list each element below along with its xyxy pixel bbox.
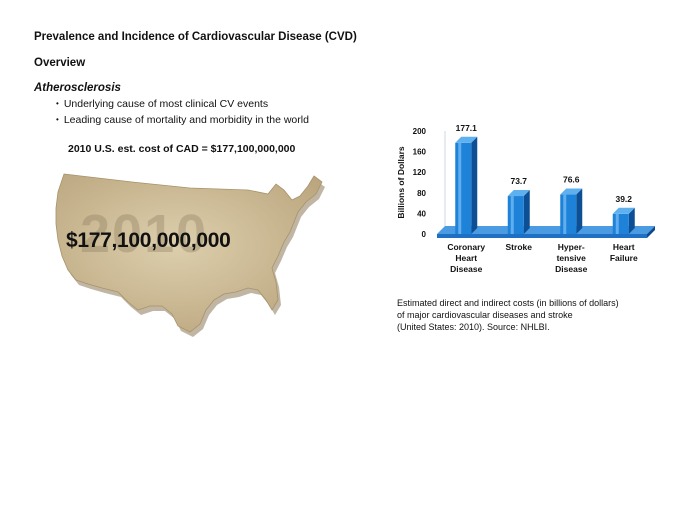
bar-value-label: 76.6 <box>563 175 580 185</box>
x-category-label: Heart <box>613 242 635 252</box>
y-tick-label: 160 <box>413 148 427 157</box>
caption-line: Estimated direct and indirect costs (in … <box>397 298 619 308</box>
bullet-item: Underlying cause of most clinical CV eve… <box>56 96 309 112</box>
us-map-icon: 2010 <box>55 173 325 337</box>
chart-floor-side <box>647 226 655 238</box>
y-tick-label: 120 <box>413 168 427 177</box>
x-category-label: tensive <box>557 253 587 263</box>
section-heading: Overview <box>34 57 86 69</box>
bar-side <box>523 190 530 234</box>
big-cost-value: $177,100,000,000 <box>66 229 231 252</box>
bar <box>507 196 524 234</box>
bar-top <box>560 188 583 195</box>
x-category-label: Disease <box>450 264 482 274</box>
x-category-label: Disease <box>555 264 587 274</box>
bullet-item: Leading cause of mortality and morbidity… <box>56 112 309 128</box>
y-tick-label: 200 <box>413 127 427 136</box>
bar-side <box>471 136 478 234</box>
x-category-label: Heart <box>455 253 477 263</box>
bar-top <box>455 136 478 143</box>
bar-highlight <box>563 194 567 234</box>
bar-highlight <box>510 196 514 234</box>
us-map-illustration: 2010 <box>40 160 330 360</box>
bar-side <box>628 207 635 234</box>
bar-side <box>576 188 583 234</box>
x-category-label: Coronary <box>447 242 485 252</box>
chart-floor-top <box>437 226 655 234</box>
bar-value-label: 39.2 <box>615 194 632 204</box>
map-shape <box>55 173 323 333</box>
caption-line: of major cardiovascular diseases and str… <box>397 310 573 320</box>
chart-svg: Billions of Dollars 0 40 80 120 160 200 177.1 Co… <box>396 123 655 274</box>
y-axis-label: Billions of Dollars <box>396 146 406 219</box>
cost-summary: 2010 U.S. est. cost of CAD = $177,100,00… <box>68 143 296 155</box>
chart-floor-front <box>437 234 647 238</box>
bar-highlight <box>458 142 462 234</box>
bar-value-label: 73.7 <box>510 176 527 186</box>
bar <box>560 194 577 234</box>
x-category-label: Stroke <box>506 242 533 252</box>
bar <box>455 142 472 234</box>
subtopic-heading: Atherosclerosis <box>34 82 121 94</box>
page-title: Prevalence and Incidence of Cardiovascul… <box>34 31 357 43</box>
y-tick-label: 0 <box>422 230 427 239</box>
chart-caption: Estimated direct and indirect costs (in … <box>397 297 667 333</box>
bar-highlight <box>615 213 619 234</box>
x-category-label: Hyper- <box>558 242 585 252</box>
bar <box>612 213 629 234</box>
bar-top <box>612 207 635 214</box>
bar-top <box>507 190 530 197</box>
bar-value-label: 177.1 <box>456 123 478 133</box>
bullet-list: Underlying cause of most clinical CV eve… <box>56 96 309 128</box>
x-category-label: Failure <box>610 253 638 263</box>
y-tick-label: 80 <box>417 189 426 198</box>
cost-bar-chart: Billions of Dollars 0 40 80 120 160 200 177.1 Co… <box>392 116 662 292</box>
watermark-year: 2010 <box>80 204 208 264</box>
caption-line: (United States: 2010). Source: NHLBI. <box>397 322 550 332</box>
y-tick-label: 40 <box>417 209 426 218</box>
